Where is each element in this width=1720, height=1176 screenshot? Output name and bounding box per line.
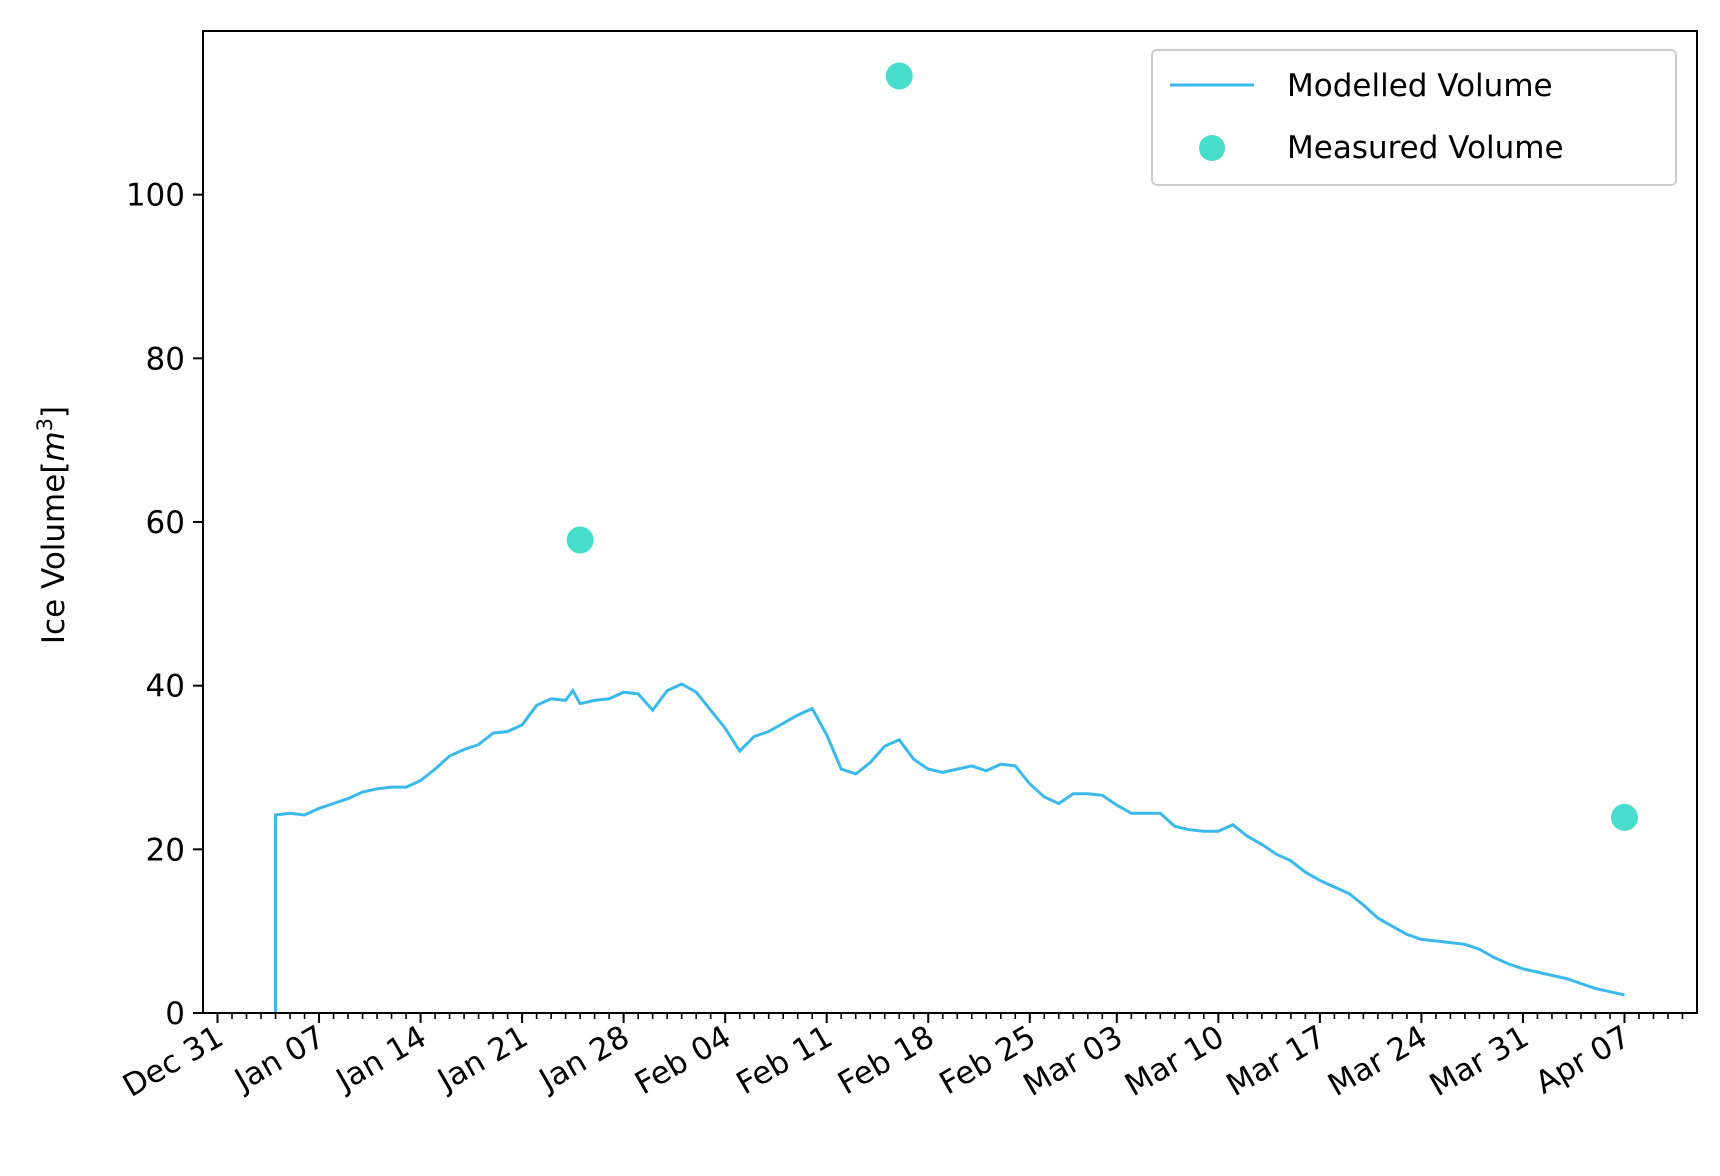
x-tick-label: Apr 07 <box>1529 1019 1636 1102</box>
measured-volume-points <box>566 62 1638 831</box>
plot-area <box>274 62 1638 1013</box>
y-tick-label: 80 <box>146 341 185 377</box>
y-tick-label: 40 <box>146 669 185 705</box>
x-tick-label: Feb 18 <box>832 1019 940 1102</box>
legend: Modelled Volume Measured Volume <box>1151 49 1677 186</box>
x-tick-label: Mar 24 <box>1322 1019 1433 1104</box>
x-tick-label: Feb 04 <box>629 1019 737 1102</box>
measured-point <box>566 526 594 554</box>
legend-box <box>1151 49 1677 186</box>
y-tick-label: 20 <box>146 832 185 868</box>
x-tick-label: Mar 17 <box>1221 1019 1332 1104</box>
x-tick-label: Mar 10 <box>1119 1019 1230 1104</box>
y-tick-label: 0 <box>165 996 185 1032</box>
legend-modelled-label: Modelled Volume <box>1287 68 1553 104</box>
x-tick-label: Mar 31 <box>1424 1019 1535 1104</box>
legend-measured-swatch <box>1199 135 1225 161</box>
x-tick-label: Feb 11 <box>730 1019 838 1102</box>
y-axis: 0 20 40 60 80 100 <box>126 178 203 1032</box>
x-tick-label: Jan 28 <box>532 1019 636 1100</box>
modelled-volume-line <box>274 682 1625 1013</box>
y-tick-label: 100 <box>126 178 185 214</box>
x-minor-ticks <box>216 1013 1684 1019</box>
x-tick-label: Jan 07 <box>227 1019 331 1100</box>
x-tick-label: Jan 21 <box>430 1019 534 1100</box>
y-axis-label: Ice Volume[m3] <box>33 406 72 644</box>
y-tick-label: 60 <box>146 505 185 541</box>
legend-measured-label: Measured Volume <box>1287 130 1564 166</box>
x-tick-label: Mar 03 <box>1017 1019 1128 1104</box>
measured-point <box>1610 803 1638 831</box>
x-tick-label: Jan 14 <box>329 1019 433 1100</box>
measured-point <box>885 62 913 90</box>
x-tick-label: Feb 25 <box>934 1019 1042 1102</box>
